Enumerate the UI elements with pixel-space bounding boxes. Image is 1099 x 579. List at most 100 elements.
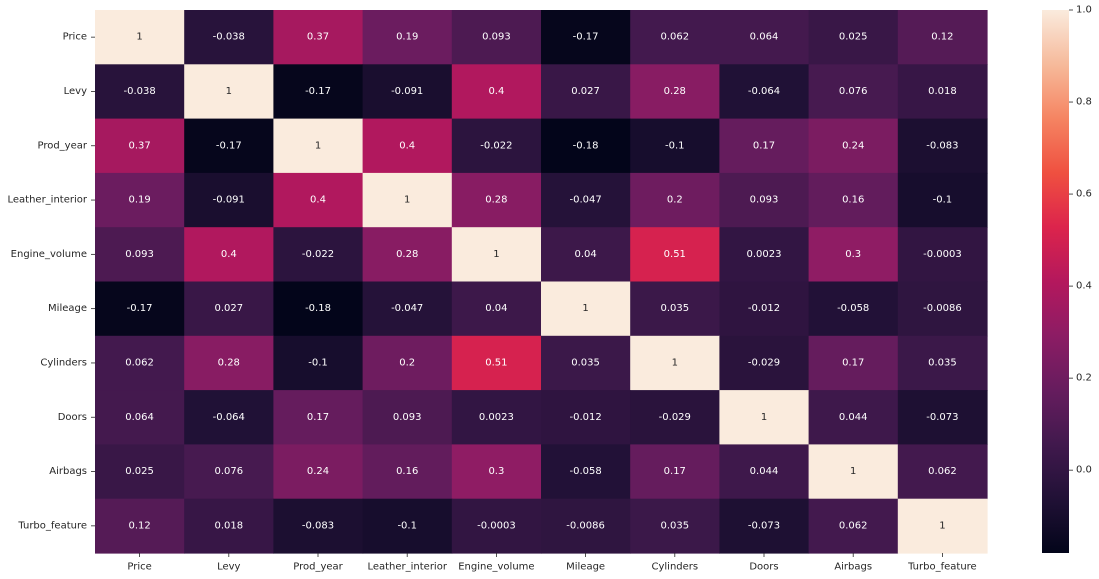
heatmap-cell	[897, 118, 988, 174]
cell-value-label: 0.04	[485, 303, 507, 314]
cell-value-label: 0.51	[485, 357, 507, 368]
cell-value-label: 0.24	[842, 140, 864, 151]
cell-value-label: 0.035	[571, 357, 600, 368]
heatmap-cell	[362, 172, 453, 228]
heatmap-cell	[719, 10, 810, 65]
cell-value-label: 0.28	[664, 86, 686, 97]
cell-value-label: 0.16	[396, 466, 418, 477]
cell-value-label: 0.093	[125, 249, 154, 260]
cell-value-label: 0.3	[488, 466, 504, 477]
cell-value-label: 0.076	[839, 86, 868, 97]
heatmap-cell	[541, 64, 631, 120]
cell-value-label: -0.083	[926, 140, 958, 151]
heatmap-cell	[630, 227, 720, 283]
cell-value-label: -0.029	[659, 412, 691, 423]
y-tick-label: Engine_volume	[11, 249, 87, 260]
cell-value-label: -0.047	[391, 303, 423, 314]
cell-value-label: 0.018	[214, 520, 243, 531]
heatmap-cell	[362, 10, 453, 65]
heatmap-cell	[897, 281, 988, 337]
cell-value-label: -0.029	[748, 357, 780, 368]
cell-value-label: 0.19	[396, 32, 418, 43]
x-tick-label: Leather_interior	[367, 562, 447, 573]
cell-value-label: 0.018	[928, 86, 957, 97]
y-tick-label: Doors	[58, 412, 87, 423]
heatmap-cell	[184, 10, 274, 65]
x-tick-label: Mileage	[566, 562, 605, 573]
cell-value-label: 0.093	[750, 195, 779, 206]
heatmap-cell	[451, 10, 542, 65]
heatmap-cell	[719, 444, 810, 500]
cell-value-label: -0.1	[665, 140, 685, 151]
y-tick-label: Levy	[64, 86, 87, 97]
cell-value-label: 0.027	[571, 86, 600, 97]
heatmap-cell	[808, 227, 899, 283]
heatmap-cell	[808, 335, 899, 391]
cell-value-label: 0.062	[660, 32, 689, 43]
cell-value-label: 0.093	[393, 412, 422, 423]
cell-value-label: -0.091	[391, 86, 423, 97]
heatmap-cell	[184, 227, 274, 283]
heatmap-cell	[808, 281, 899, 337]
heatmap-cell	[451, 444, 542, 500]
heatmap-cell	[808, 10, 899, 65]
heatmap-cell	[95, 64, 185, 120]
cell-value-label: 0.51	[664, 249, 686, 260]
heatmap-cell	[362, 444, 453, 500]
cell-value-label: -0.038	[123, 86, 155, 97]
cell-value-label: 1	[761, 412, 767, 423]
heatmap-cell	[362, 498, 453, 554]
heatmap-cell	[362, 335, 453, 391]
cell-value-label: 0.044	[750, 466, 779, 477]
heatmap-cell	[630, 335, 720, 391]
heatmap-cell	[95, 172, 185, 228]
heatmap-cell	[451, 498, 542, 554]
cell-value-label: 0.28	[396, 249, 418, 260]
cell-value-label: 1	[672, 357, 678, 368]
heatmap-cell	[897, 227, 988, 283]
heatmap-cell	[897, 335, 988, 391]
cell-value-label: -0.17	[305, 86, 331, 97]
y-tick-label: Airbags	[49, 466, 87, 477]
cell-value-label: -0.022	[302, 249, 334, 260]
cell-value-label: 0.04	[574, 249, 596, 260]
cell-value-label: -0.0003	[477, 520, 516, 531]
cell-value-label: 0.4	[488, 86, 504, 97]
heatmap-cell	[95, 390, 185, 445]
cell-value-label: 0.062	[839, 520, 868, 531]
heatmap-cell	[362, 227, 453, 283]
y-tick-label: Leather_interior	[7, 195, 87, 206]
heatmap-cell	[719, 64, 810, 120]
cell-value-label: -0.064	[748, 86, 780, 97]
cell-value-label: 0.37	[128, 140, 150, 151]
cell-value-label: 0.24	[307, 466, 329, 477]
heatmap-cell	[273, 227, 364, 283]
heatmap-cell	[184, 335, 274, 391]
cell-value-label: -0.0003	[923, 249, 962, 260]
cell-value-label: 0.064	[750, 32, 779, 43]
x-tick-label: Doors	[749, 562, 778, 573]
cell-value-label: 0.12	[931, 32, 953, 43]
cell-value-label: 0.19	[128, 195, 150, 206]
heatmap-cell	[273, 335, 364, 391]
heatmap-cell	[897, 444, 988, 500]
cell-value-label: -0.1	[933, 195, 953, 206]
heatmap-cell	[451, 64, 542, 120]
heatmap-cell	[184, 444, 274, 500]
cell-value-label: 0.4	[221, 249, 237, 260]
cell-value-label: -0.047	[569, 195, 601, 206]
cell-value-label: 0.2	[667, 195, 683, 206]
heatmap-cell	[541, 335, 631, 391]
cell-value-label: 0.076	[214, 466, 243, 477]
heatmap-cell	[451, 118, 542, 174]
heatmap-cell	[273, 64, 364, 120]
colorbar-tick-label: 1.0	[1076, 5, 1092, 16]
heatmap-cell	[630, 10, 720, 65]
heatmap-cell	[273, 498, 364, 554]
cell-value-label: 0.37	[307, 32, 329, 43]
heatmap-cell	[273, 444, 364, 500]
cell-value-label: 1	[404, 195, 410, 206]
heatmap-cell	[897, 172, 988, 228]
heatmap-cell	[451, 227, 542, 283]
heatmap-cell	[630, 444, 720, 500]
